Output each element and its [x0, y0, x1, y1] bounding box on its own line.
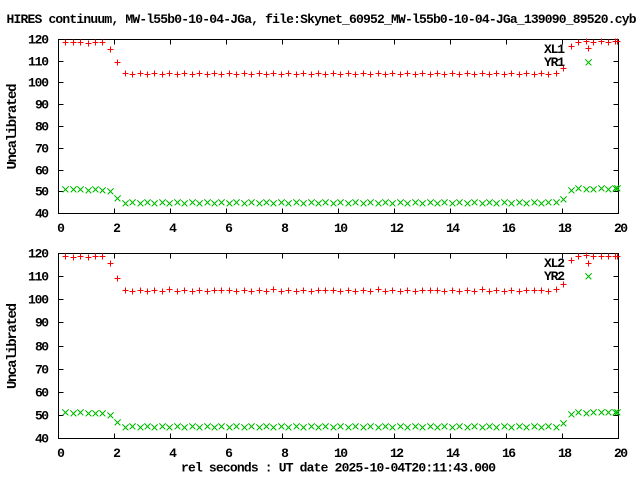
svg-text:6: 6 [225, 221, 233, 236]
svg-text:90: 90 [35, 98, 49, 113]
svg-text:16: 16 [502, 221, 516, 236]
svg-text:YR2: YR2 [544, 269, 565, 284]
svg-text:40: 40 [35, 207, 49, 222]
svg-text:120: 120 [28, 33, 49, 48]
svg-text:20: 20 [614, 221, 628, 236]
svg-text:100: 100 [28, 293, 49, 308]
svg-text:14: 14 [446, 221, 460, 236]
svg-text:Uncalibrated: Uncalibrated [5, 303, 21, 389]
svg-text:0: 0 [57, 221, 65, 236]
svg-text:Uncalibrated: Uncalibrated [5, 84, 21, 170]
svg-text:18: 18 [558, 221, 572, 236]
svg-text:4: 4 [169, 221, 177, 236]
svg-text:10: 10 [334, 221, 348, 236]
svg-text:2: 2 [113, 221, 121, 236]
svg-text:4: 4 [169, 446, 177, 461]
svg-text:10: 10 [334, 446, 348, 461]
svg-text:rel seconds : UT date 2025-10-: rel seconds : UT date 2025-10-04T20:11:4… [181, 461, 496, 476]
svg-text:12: 12 [390, 221, 404, 236]
svg-text:HIRES continuum, MW-l55b0-10-0: HIRES continuum, MW-l55b0-10-04-JGa, fil… [7, 12, 637, 27]
svg-text:100: 100 [28, 76, 49, 91]
svg-text:110: 110 [28, 270, 49, 285]
svg-text:0: 0 [57, 446, 65, 461]
svg-text:8: 8 [281, 221, 289, 236]
svg-text:XL2: XL2 [544, 256, 565, 271]
svg-text:6: 6 [225, 446, 233, 461]
svg-text:50: 50 [35, 409, 49, 424]
svg-text:20: 20 [614, 446, 628, 461]
svg-text:8: 8 [281, 446, 289, 461]
svg-text:120: 120 [28, 247, 49, 262]
svg-text:40: 40 [35, 432, 49, 447]
svg-text:16: 16 [502, 446, 516, 461]
svg-text:2: 2 [113, 446, 121, 461]
svg-text:60: 60 [35, 386, 49, 401]
svg-text:50: 50 [35, 185, 49, 200]
svg-text:70: 70 [35, 142, 49, 157]
svg-text:90: 90 [35, 316, 49, 331]
svg-text:80: 80 [35, 120, 49, 135]
svg-text:60: 60 [35, 164, 49, 179]
svg-text:14: 14 [446, 446, 460, 461]
svg-text:80: 80 [35, 340, 49, 355]
svg-text:XL1: XL1 [544, 42, 565, 57]
svg-text:110: 110 [28, 55, 49, 70]
svg-text:70: 70 [35, 363, 49, 378]
svg-text:12: 12 [390, 446, 404, 461]
svg-text:18: 18 [558, 446, 572, 461]
svg-text:YR1: YR1 [544, 55, 565, 70]
